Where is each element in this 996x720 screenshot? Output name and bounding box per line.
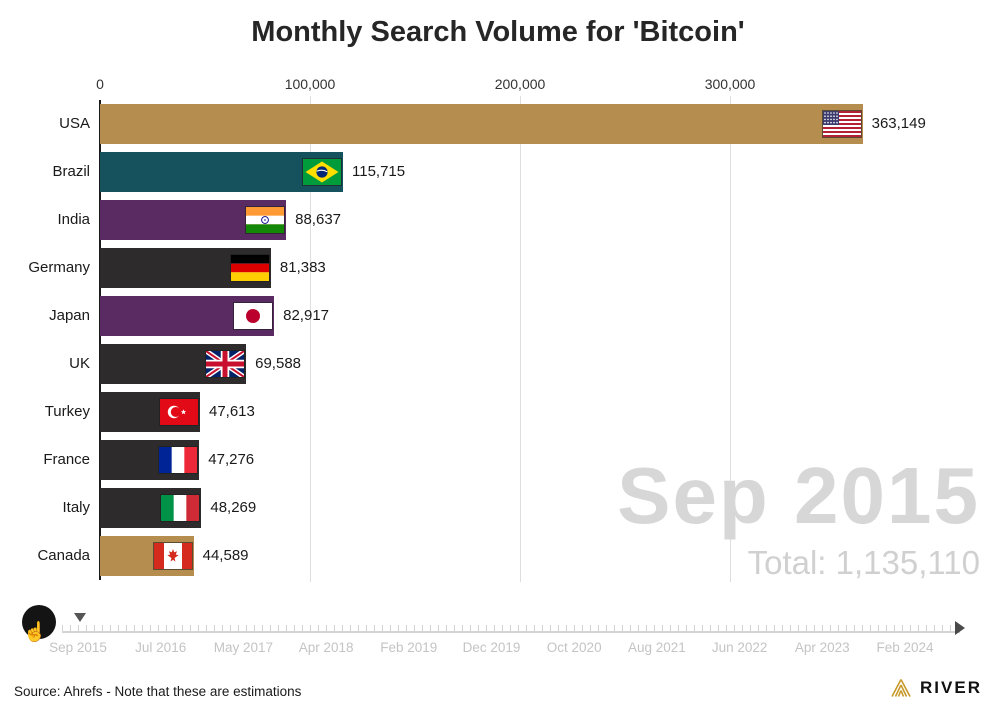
bar-row: UK 69,588 <box>0 344 996 384</box>
country-label: Italy <box>62 499 90 516</box>
timeline-tick-label: Aug 2021 <box>627 640 686 655</box>
timeline: ☝ Sep 2015 Jul 2016 May 2017 Apr 2018 Feb 20… <box>0 600 996 666</box>
france-flag-icon <box>159 447 198 473</box>
x-axis-tick-label: 200,000 <box>494 76 546 92</box>
country-label: USA <box>59 115 90 132</box>
timeline-tick-label: Apr 2023 <box>794 640 850 655</box>
canada-flag-icon <box>153 543 192 569</box>
timeline-tick-label: Sep 2015 <box>49 640 107 655</box>
bar <box>100 296 275 336</box>
bar <box>100 488 202 528</box>
x-axis-tick-label: 0 <box>96 76 104 92</box>
chart-title: Monthly Search Volume for 'Bitcoin' <box>251 16 745 48</box>
bar-value-label: 48,269 <box>210 499 257 516</box>
bar-row: Turkey 47,613 <box>0 392 996 432</box>
play-pause-button[interactable]: ☝ <box>22 605 56 643</box>
river-logo: RIVER <box>889 678 982 698</box>
country-label: Brazil <box>52 163 90 180</box>
river-logo-text: RIVER <box>920 678 982 697</box>
germany-flag-icon <box>230 255 269 281</box>
country-label: Turkey <box>44 403 90 420</box>
timeline-tick-label: Jun 2022 <box>711 640 768 655</box>
bar-value-label: 82,917 <box>283 307 330 324</box>
timeline-tick-label: Oct 2020 <box>546 640 602 655</box>
y-axis-line <box>99 100 101 580</box>
gridline <box>730 96 731 582</box>
bar-row: India 88,637 <box>0 200 996 240</box>
country-label: Japan <box>49 307 90 324</box>
bar-value-label: 115,715 <box>352 163 406 180</box>
bar-row: Japan 82,917 <box>0 296 996 336</box>
bar <box>100 536 194 576</box>
bar <box>100 392 200 432</box>
country-label: Canada <box>37 547 90 564</box>
bar <box>100 344 247 384</box>
gridline <box>520 96 521 582</box>
country-label: Germany <box>28 259 90 276</box>
country-label: India <box>57 211 90 228</box>
timeline-axis[interactable] <box>62 625 960 633</box>
bar-value-label: 47,276 <box>208 451 255 468</box>
current-period-label: Sep 2015 <box>617 451 980 540</box>
bar-row: France 47,276 <box>0 440 996 480</box>
x-axis-tick-label: 100,000 <box>284 76 336 92</box>
timeline-position-marker[interactable] <box>74 613 86 622</box>
timeline-tick-label: Feb 2024 <box>876 640 934 655</box>
river-logo-icon <box>891 679 911 697</box>
hand-cursor-icon: ☝ <box>23 622 47 643</box>
bar-value-label: 88,637 <box>295 211 342 228</box>
japan-flag-icon <box>234 303 273 329</box>
x-axis-tick-label: 300,000 <box>704 76 756 92</box>
bar-value-label: 363,149 <box>871 115 926 132</box>
timeline-end-arrow-icon <box>955 621 965 635</box>
bar-row: USA 363,149 <box>0 104 996 144</box>
uk-flag-icon <box>206 351 245 377</box>
total-label: Total: 1,135,110 <box>747 544 980 581</box>
bar-row: Germany 81,383 <box>0 248 996 288</box>
x-axis: 0 100,000 200,000 300,000 <box>0 76 996 96</box>
country-label: France <box>43 451 90 468</box>
gridline <box>310 96 311 582</box>
plot-area: USA 363,149 Brazil 115,715 India 88,637 Ger… <box>0 96 996 588</box>
italy-flag-icon <box>161 495 200 521</box>
bar-value-label: 47,613 <box>208 403 255 420</box>
timeline-tick-label: Dec 2019 <box>462 640 521 655</box>
timeline-tick-label: Jul 2016 <box>135 640 187 655</box>
brazil-flag-icon <box>303 159 341 185</box>
bar <box>100 104 863 144</box>
bar-row: Brazil 115,715 <box>0 152 996 192</box>
turkey-flag-icon <box>159 399 198 425</box>
bar-value-label: 44,589 <box>202 547 249 564</box>
bar-row: Italy 48,269 <box>0 488 996 528</box>
bar <box>100 200 287 240</box>
timeline-tick-label: May 2017 <box>213 640 274 655</box>
bar <box>100 248 271 288</box>
bar-value-label: 69,588 <box>255 355 302 372</box>
bar-value-label: 81,383 <box>279 259 326 276</box>
timeline-tick-label: Apr 2018 <box>298 640 354 655</box>
india-flag-icon <box>246 207 285 233</box>
source-note: Source: Ahrefs - Note that these are est… <box>14 684 302 699</box>
bar <box>100 440 200 480</box>
timeline-tick-label: Feb 2019 <box>380 640 438 655</box>
country-label: UK <box>69 355 90 372</box>
usa-flag-icon <box>822 111 861 137</box>
bar-row: Canada 44,589 <box>0 536 996 576</box>
bar <box>100 152 343 192</box>
